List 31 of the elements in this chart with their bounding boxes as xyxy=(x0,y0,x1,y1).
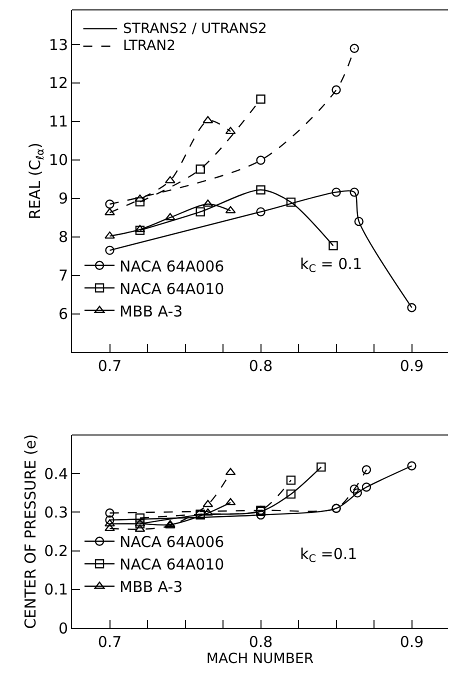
legend-label: NACA 64A006 xyxy=(120,257,224,276)
legend-label: NACA 64A010 xyxy=(120,280,224,298)
y-tick-label: 0.4 xyxy=(44,464,68,483)
y-tick-label: 0 xyxy=(58,619,68,638)
y-tick-label: 12 xyxy=(48,74,68,92)
y-tick-label: 0.3 xyxy=(44,503,68,522)
y-tick-label: 7 xyxy=(58,266,68,285)
y-axis-title: CENTER OF PRESSURE (e) xyxy=(21,434,40,629)
annotation: k$_{C}$ = 0.1 xyxy=(300,255,362,276)
x-tick-label: 0.9 xyxy=(400,357,424,376)
legend-label: MBB A-3 xyxy=(120,302,183,320)
legend-label: NACA 64A006 xyxy=(120,533,224,552)
y-tick-label: 0.1 xyxy=(44,580,68,599)
x-tick-label: 0.9 xyxy=(400,633,424,652)
x-tick-label: 0.7 xyxy=(98,357,122,376)
legend-label: MBB A-3 xyxy=(120,578,183,596)
x-tick-label: 0.8 xyxy=(248,357,273,376)
x-tick-label: 0.8 xyxy=(248,633,273,652)
x-axis-title: MACH NUMBER xyxy=(206,651,314,668)
y-tick-label: 11 xyxy=(48,112,68,131)
annotation: STRANS2 / UTRANS2 xyxy=(123,21,267,37)
y-tick-label: 0.2 xyxy=(44,542,68,560)
y-tick-label: 6 xyxy=(58,305,68,324)
annotation: k$_{C}$ =0.1 xyxy=(300,545,358,566)
legend-label: NACA 64A010 xyxy=(120,556,224,574)
annotation: LTRAN2 xyxy=(123,38,176,54)
y-tick-label: 10 xyxy=(48,151,68,170)
x-tick-label: 0.7 xyxy=(98,633,122,652)
y-tick-label: 9 xyxy=(58,190,68,208)
y-tick-label: 13 xyxy=(48,36,68,54)
y-tick-label: 8 xyxy=(58,228,68,246)
